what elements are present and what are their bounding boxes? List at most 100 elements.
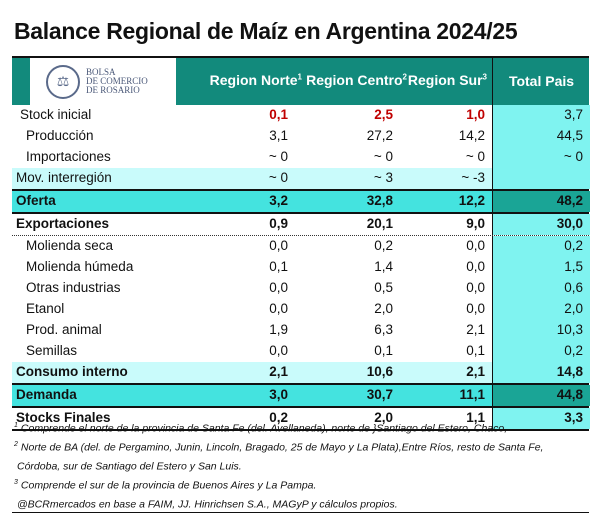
value-centro: ~ 3 — [373, 170, 393, 185]
total-cell-bg — [492, 341, 590, 362]
value-sur: ~ 0 — [465, 149, 485, 164]
table-row: Molienda húmeda 0,1 1,4 0,0 1,5 — [12, 257, 590, 278]
bcr-logo: ⚖ BOLSA DE COMERCIO DE ROSARIO — [30, 58, 176, 105]
row-label: Mov. interregión — [16, 170, 112, 185]
header-total: Total Pais — [492, 58, 590, 105]
table-row: Demanda 3,0 30,7 11,1 44,8 — [12, 383, 590, 406]
footnote-text: Comprende el norte de la provincia de Sa… — [20, 422, 508, 435]
row-label: Producción — [26, 128, 94, 143]
footnote-text: Córdoba, sur de Santiago del Estero y Sa… — [17, 460, 242, 473]
logo-line: BOLSA — [86, 67, 116, 77]
value-centro: 2,0 — [374, 301, 393, 316]
header-sur: Region Sur3 — [407, 72, 487, 88]
value-norte: ~ 0 — [268, 149, 288, 164]
footnote-text: @BCRmercados en base a FAIM, JJ. Hinrich… — [17, 498, 398, 511]
value-total: 48,2 — [556, 193, 583, 208]
total-cell-bg — [492, 320, 590, 341]
table-row: Stocks Finales 0,2 2,0 1,1 3,3 — [12, 406, 590, 431]
value-total: 44,5 — [556, 128, 583, 143]
table-row: Prod. animal 1,9 6,3 2,1 10,3 — [12, 320, 590, 341]
table-row: Exportaciones 0,9 20,1 9,0 30,0 — [12, 212, 590, 236]
value-sur: 2,1 — [466, 364, 485, 379]
row-label: Exportaciones — [16, 216, 110, 231]
value-norte: 0,1 — [269, 107, 288, 122]
row-label: Demanda — [16, 387, 77, 402]
value-total: ~ 0 — [563, 149, 583, 164]
value-norte: 3,1 — [269, 128, 288, 143]
value-sur: 11,1 — [459, 387, 485, 402]
bottom-rule — [12, 512, 589, 513]
table-header: ⚖ BOLSA DE COMERCIO DE ROSARIO Region No… — [12, 56, 589, 105]
value-total: 0,2 — [564, 238, 583, 253]
value-centro: 0,1 — [374, 343, 393, 358]
value-sur: ~ -3 — [461, 170, 485, 185]
value-norte: 0,1 — [269, 259, 288, 274]
header-norte: Region Norte1 — [209, 72, 302, 88]
value-norte: 0,0 — [269, 343, 288, 358]
value-total: 44,8 — [556, 387, 583, 402]
footnote: 3 Comprende el sur de la provincia de Bue… — [14, 475, 543, 494]
total-cell-bg — [492, 385, 590, 406]
value-centro: ~ 0 — [373, 149, 393, 164]
total-cell-bg — [492, 168, 590, 189]
logo-line: DE ROSARIO — [86, 85, 140, 95]
value-centro: 20,1 — [366, 216, 393, 231]
value-centro: 0,5 — [374, 280, 393, 295]
table-row: Importaciones ~ 0 ~ 0 ~ 0 ~ 0 — [12, 147, 590, 168]
value-sur: 1,1 — [466, 410, 485, 425]
value-total: 3,3 — [564, 410, 583, 425]
value-total: 3,7 — [564, 107, 583, 122]
value-norte: 0,0 — [269, 280, 288, 295]
table-row: Semillas 0,0 0,1 0,1 0,2 — [12, 341, 590, 362]
table-row: Producción 3,1 27,2 14,2 44,5 — [12, 126, 590, 147]
total-cell-bg — [492, 236, 590, 257]
row-label: Importaciones — [26, 149, 111, 164]
total-cell-bg — [492, 408, 590, 429]
row-label: Semillas — [26, 343, 78, 358]
footnote-text: Norte de BA (del. de Pergamino, Junin, L… — [20, 441, 544, 454]
row-label: Prod. animal — [26, 322, 102, 337]
value-sur: 1,0 — [466, 107, 485, 122]
footnotes: 1 Comprende el norte de la provincia de S… — [14, 418, 543, 513]
total-cell-bg — [492, 191, 590, 212]
value-sur: 0,1 — [466, 343, 485, 358]
value-centro: 2,0 — [374, 410, 393, 425]
value-centro: 27,2 — [366, 128, 393, 143]
total-cell-bg — [492, 105, 590, 126]
footnote-marker: 1 — [14, 422, 18, 429]
value-total: 0,2 — [564, 343, 583, 358]
value-centro: 2,5 — [374, 107, 393, 122]
footnote-marker: 3 — [14, 479, 18, 486]
value-sur: 0,0 — [466, 280, 485, 295]
row-label: Consumo interno — [16, 364, 128, 379]
value-total: 2,0 — [564, 301, 583, 316]
value-norte: 3,0 — [269, 387, 288, 402]
value-norte: 0,0 — [269, 301, 288, 316]
table-row: Molienda seca 0,0 0,2 0,0 0,2 — [12, 236, 590, 257]
total-cell-bg — [492, 147, 590, 168]
table-row: Consumo interno 2,1 10,6 2,1 14,8 — [12, 362, 590, 383]
header-centro: Region Centro2 — [306, 72, 407, 88]
total-cell-bg — [492, 299, 590, 320]
footnote-text: Comprende el sur de la provincia de Buen… — [20, 479, 317, 492]
value-sur: 0,0 — [466, 238, 485, 253]
total-cell-bg — [492, 214, 590, 235]
row-label: Molienda húmeda — [26, 259, 134, 274]
value-sur: 0,0 — [466, 259, 485, 274]
total-cell-bg — [492, 257, 590, 278]
value-sur: 9,0 — [466, 216, 485, 231]
total-cell-bg — [492, 126, 590, 147]
footnote-marker: 2 — [14, 441, 18, 448]
total-cell-bg — [492, 278, 590, 299]
value-sur: 14,2 — [458, 128, 485, 143]
row-label: Etanol — [26, 301, 65, 316]
table-row: Mov. interregión ~ 0 ~ 3 ~ -3 — [12, 168, 590, 189]
footnote: 2 Norte de BA (del. de Pergamino, Junin, … — [14, 437, 543, 456]
page-title: Balance Regional de Maíz en Argentina 20… — [14, 18, 518, 44]
row-label: Oferta — [16, 193, 56, 208]
balance-table: ⚖ BOLSA DE COMERCIO DE ROSARIO Region No… — [12, 56, 590, 431]
footnote: @BCRmercados en base a FAIM, JJ. Hinrich… — [14, 494, 543, 513]
footnote: Córdoba, sur de Santiago del Estero y Sa… — [14, 456, 543, 475]
value-total: 0,6 — [564, 280, 583, 295]
value-total: 1,5 — [564, 259, 583, 274]
